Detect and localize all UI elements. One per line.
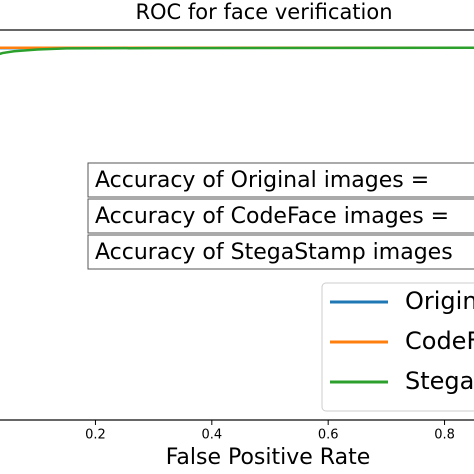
roc-line: [0, 46, 474, 56]
legend-box: [321, 282, 474, 412]
annotation: Accuracy of Original images =: [95, 168, 429, 193]
x-tick-label: 0.4: [201, 428, 222, 443]
annotation-box: [87, 162, 474, 198]
x-axis-label: False Positive Rate: [166, 445, 370, 470]
axes-frame: [0, 29, 474, 421]
x-tick-label: 0.8: [434, 428, 455, 443]
chart-title: ROC for face verification: [135, 0, 392, 24]
x-tick-label: 0.2: [85, 428, 106, 443]
annotation-box: [87, 198, 474, 234]
annotation: Accuracy of CodeFace images =: [95, 204, 449, 229]
annotation-box: [87, 234, 474, 270]
legend-label: CodeFace: [405, 327, 474, 355]
legend-label: StegaStamp: [405, 367, 474, 395]
legend-label: Original: [405, 287, 474, 315]
annotation: Accuracy of StegaStamp images: [95, 240, 453, 265]
x-tick-label: 0.6: [318, 428, 339, 443]
